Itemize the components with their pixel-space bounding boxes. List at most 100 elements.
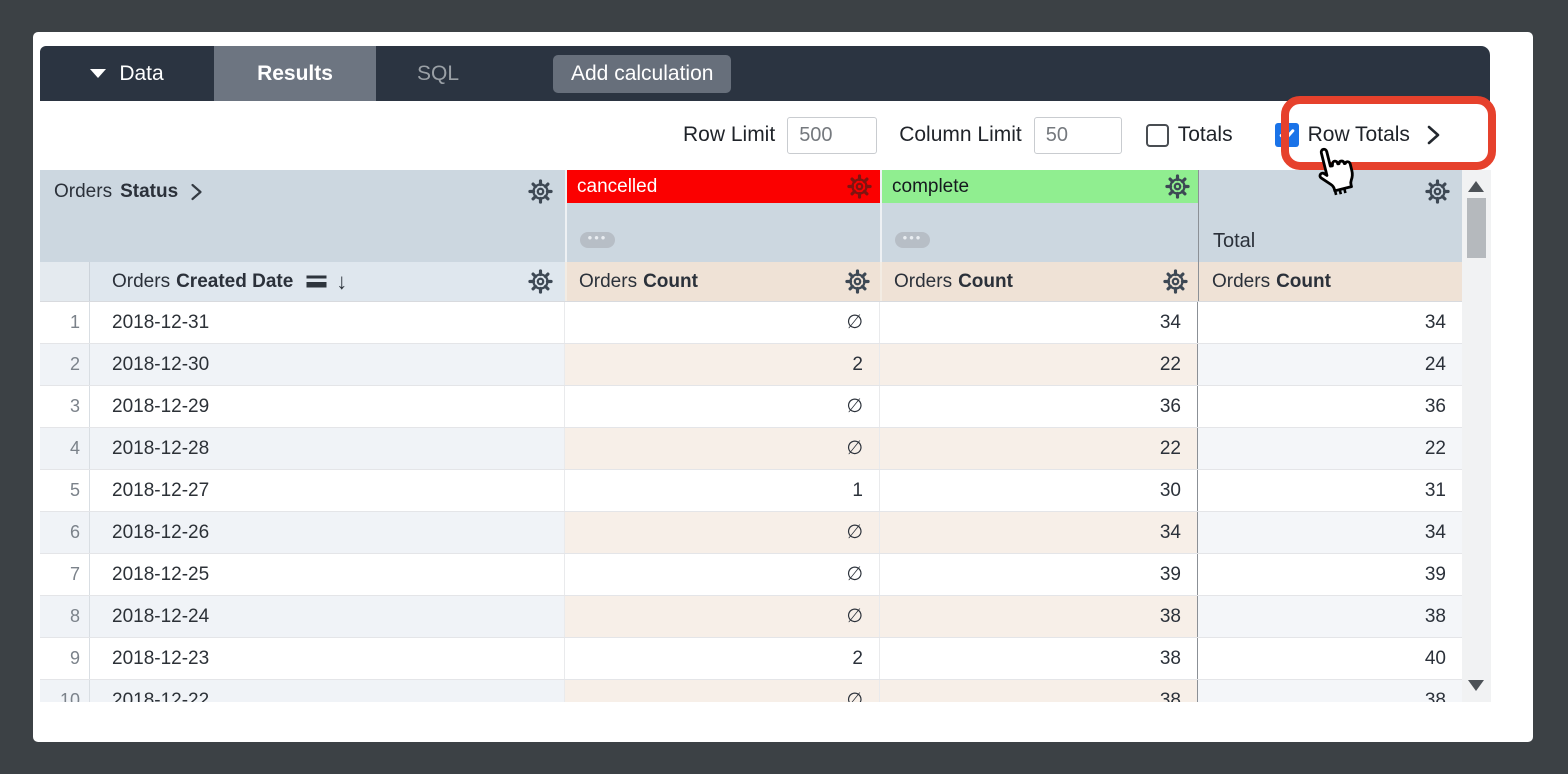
chevron-right-icon[interactable] bbox=[1426, 123, 1441, 147]
pivot-value-cancelled[interactable]: cancelled bbox=[567, 170, 880, 203]
add-calculation-button[interactable]: Add calculation bbox=[553, 54, 732, 93]
pivot-menu-pill[interactable]: ••• bbox=[895, 230, 930, 248]
measure-field: Count bbox=[643, 270, 698, 292]
totals-label: Totals bbox=[1177, 123, 1233, 146]
scrollbar-thumb[interactable] bbox=[1467, 198, 1486, 258]
column-limit-input[interactable] bbox=[1033, 116, 1122, 154]
row-field-prefix: Orders bbox=[112, 270, 171, 292]
pivot-header-row: Orders Status bbox=[40, 170, 1462, 262]
gear-icon[interactable] bbox=[1162, 268, 1189, 295]
table-row: 5 2018-12-27 1 30 31 bbox=[40, 470, 1462, 512]
row-number: 1 bbox=[40, 302, 90, 343]
row-number: 3 bbox=[40, 386, 90, 427]
created-date-cell[interactable]: 2018-12-27 bbox=[90, 470, 565, 511]
complete-count-cell[interactable]: 22 bbox=[880, 344, 1198, 385]
created-date-cell[interactable]: 2018-12-31 bbox=[90, 302, 565, 343]
created-date-cell[interactable]: 2018-12-26 bbox=[90, 512, 565, 553]
complete-count-cell[interactable]: 38 bbox=[880, 638, 1198, 679]
row-total-cell[interactable]: 40 bbox=[1424, 647, 1446, 669]
cancelled-count-cell[interactable]: ∅ bbox=[565, 428, 880, 469]
table-body: 1 2018-12-31 ∅ 34 34 2 2018-12-30 2 22 2… bbox=[40, 302, 1462, 702]
created-date-cell[interactable]: 2018-12-22 bbox=[90, 680, 565, 702]
gear-icon[interactable] bbox=[844, 268, 871, 295]
cancelled-count-cell[interactable]: ∅ bbox=[565, 302, 880, 343]
complete-count-cell[interactable]: 39 bbox=[880, 554, 1198, 595]
totals-toggle[interactable]: Totals bbox=[1145, 123, 1233, 147]
row-total-cell[interactable]: 38 bbox=[1198, 596, 1462, 637]
cancelled-count-cell[interactable]: 2 bbox=[565, 344, 880, 385]
table-row: 7 2018-12-25 ∅ 39 39 bbox=[40, 554, 1462, 596]
row-totals-checkbox[interactable] bbox=[1274, 123, 1299, 147]
complete-count-cell[interactable]: 34 bbox=[880, 302, 1198, 343]
gear-icon[interactable] bbox=[527, 178, 554, 205]
row-total-cell[interactable]: 36 bbox=[1424, 395, 1446, 417]
created-date-cell[interactable]: 2018-12-29 bbox=[90, 386, 565, 427]
table-row: 6 2018-12-26 ∅ 34 34 bbox=[40, 512, 1462, 554]
total-label: Total bbox=[1213, 230, 1256, 252]
complete-count-cell[interactable]: 38 bbox=[880, 680, 1198, 702]
vertical-scrollbar[interactable] bbox=[1462, 170, 1491, 702]
row-total-cell[interactable]: 38 bbox=[1198, 680, 1462, 702]
dimension-prefix: Orders bbox=[54, 181, 113, 202]
created-date-cell[interactable]: 2018-12-25 bbox=[90, 554, 565, 595]
data-dropdown[interactable]: Data bbox=[40, 46, 214, 101]
checkmark-icon bbox=[1279, 129, 1294, 141]
complete-count-cell[interactable]: 22 bbox=[880, 428, 1198, 469]
row-totals-toggle[interactable]: Row Totals bbox=[1274, 123, 1441, 147]
created-date-cell[interactable]: 2018-12-23 bbox=[90, 638, 565, 679]
pivot-menu-pill[interactable]: ••• bbox=[580, 231, 615, 248]
row-total-cell[interactable]: 24 bbox=[1198, 344, 1462, 385]
created-date-cell[interactable]: 2018-12-24 bbox=[90, 596, 565, 637]
pivot-dimension-header[interactable]: Orders Status bbox=[40, 170, 565, 262]
complete-count-cell[interactable]: 38 bbox=[880, 596, 1198, 637]
complete-count-cell[interactable]: 30 bbox=[880, 470, 1198, 511]
tab-results[interactable]: Results bbox=[214, 46, 376, 101]
row-total-cell[interactable]: 34 bbox=[1424, 311, 1446, 333]
totals-checkbox[interactable] bbox=[1145, 123, 1169, 147]
row-total-cell[interactable]: 22 bbox=[1198, 428, 1462, 469]
complete-count-cell[interactable]: 34 bbox=[880, 512, 1198, 553]
pivot-column-cancelled[interactable]: cancelled ••• bbox=[565, 170, 880, 262]
created-date-cell[interactable]: 2018-12-28 bbox=[90, 428, 565, 469]
subtotal-icon bbox=[306, 275, 327, 288]
measure-prefix: Orders bbox=[894, 270, 953, 292]
scroll-down-icon[interactable] bbox=[1468, 680, 1484, 691]
cancelled-count-cell[interactable]: ∅ bbox=[565, 554, 880, 595]
cancelled-count-cell[interactable]: ∅ bbox=[565, 680, 880, 702]
cancelled-count-cell[interactable]: ∅ bbox=[565, 596, 880, 637]
cancelled-count-cell[interactable]: ∅ bbox=[565, 512, 880, 553]
row-total-column-header[interactable]: Total bbox=[1198, 170, 1462, 262]
sort-desc-icon[interactable]: ↓ bbox=[336, 268, 348, 294]
chevron-right-icon bbox=[191, 183, 202, 201]
gear-icon[interactable] bbox=[1424, 178, 1451, 205]
cancelled-count-cell[interactable]: ∅ bbox=[565, 386, 880, 427]
created-date-cell[interactable]: 2018-12-30 bbox=[90, 344, 565, 385]
complete-count-cell[interactable]: 36 bbox=[880, 386, 1198, 427]
gear-icon[interactable] bbox=[527, 268, 554, 295]
row-number: 8 bbox=[40, 596, 90, 637]
gear-icon[interactable] bbox=[846, 173, 873, 200]
row-limit-input[interactable] bbox=[787, 116, 878, 154]
cancelled-count-cell[interactable]: 2 bbox=[565, 638, 880, 679]
row-number: 6 bbox=[40, 512, 90, 553]
row-total-cell[interactable]: 34 bbox=[1198, 512, 1462, 553]
ellipsis-icon: ••• bbox=[902, 230, 923, 245]
pivot-value-complete[interactable]: complete bbox=[882, 170, 1198, 203]
measure-header-cancelled[interactable]: Orders Count bbox=[565, 262, 880, 301]
measure-field: Count bbox=[958, 270, 1013, 292]
column-limit-label: Column Limit bbox=[899, 123, 1022, 146]
measure-header-total[interactable]: Orders Count bbox=[1198, 262, 1462, 301]
tab-sql[interactable]: SQL bbox=[376, 46, 500, 101]
created-date-header[interactable]: Orders Created Date ↓ bbox=[90, 262, 565, 301]
scroll-up-icon[interactable] bbox=[1468, 181, 1484, 192]
row-total-cell[interactable]: 39 bbox=[1424, 563, 1446, 585]
gear-icon[interactable] bbox=[1164, 173, 1191, 200]
pivot-column-complete[interactable]: complete ••• bbox=[880, 170, 1198, 262]
row-number: 4 bbox=[40, 428, 90, 469]
measure-header-complete[interactable]: Orders Count bbox=[880, 262, 1198, 301]
table-row: 3 2018-12-29 ∅ 36 36 bbox=[40, 386, 1462, 428]
table-row: 2 2018-12-30 2 22 24 bbox=[40, 344, 1462, 386]
row-total-cell[interactable]: 31 bbox=[1424, 479, 1446, 501]
cancelled-count-cell[interactable]: 1 bbox=[565, 470, 880, 511]
query-controls: Row Limit Column Limit Totals Row Totals bbox=[683, 115, 1441, 155]
